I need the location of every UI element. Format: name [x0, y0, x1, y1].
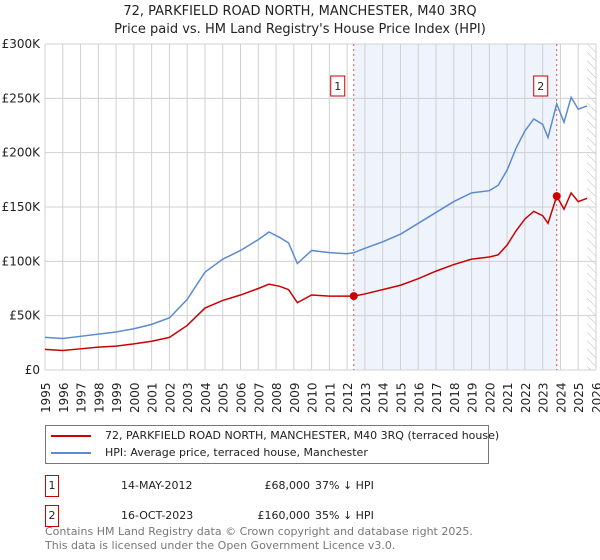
x-tick-label: 2023	[537, 382, 551, 413]
sale-point	[552, 192, 561, 201]
sale-label: 1	[334, 80, 341, 93]
sale-label-box	[533, 75, 549, 97]
x-tick-label: 1998	[92, 382, 106, 413]
sale-date: 16-OCT-2023	[121, 509, 194, 522]
sale-price: £68,000	[264, 479, 311, 492]
chart-title: 72, PARKFIELD ROAD NORTH, MANCHESTER, M4…	[123, 4, 477, 19]
y-tick-label: £0	[25, 363, 40, 377]
legend-item-hpi: HPI: Average price, terraced house, Manc…	[46, 445, 368, 461]
sale-point	[349, 292, 358, 301]
sale-label-box	[330, 75, 346, 97]
x-tick-label: 2013	[359, 382, 373, 413]
x-tick-label: 2008	[270, 382, 284, 413]
sale-label: 2	[537, 80, 544, 93]
legend-swatch-blue	[51, 452, 91, 454]
y-tick-label: £50K	[9, 309, 41, 323]
x-tick-label: 2026	[590, 382, 600, 413]
x-tick-label: 1996	[57, 382, 71, 413]
x-tick-label: 2014	[377, 382, 391, 413]
sale-row: 1 14-MAY-2012 £68,000 37% ↓ HPI	[45, 475, 445, 497]
x-tick-label: 2003	[181, 382, 195, 413]
x-tick-label: 2000	[128, 382, 142, 413]
y-tick-label: £250K	[2, 91, 42, 105]
x-tick-label: 2006	[235, 382, 249, 413]
x-tick-label: 2011	[323, 382, 337, 413]
sale-date: 14-MAY-2012	[121, 479, 193, 492]
x-tick-label: 2010	[306, 382, 320, 413]
y-tick-label: £100K	[2, 254, 42, 268]
sale-price: £160,000	[257, 509, 311, 522]
x-tick-label: 2025	[572, 382, 586, 413]
x-tick-label: 2015	[394, 382, 408, 413]
x-tick-label: 2002	[163, 382, 177, 413]
y-tick-label: £150K	[2, 200, 42, 214]
series-line	[44, 95, 588, 340]
x-tick-label: 2016	[412, 382, 426, 413]
x-tick-label: 2024	[554, 382, 568, 413]
sale-hpi-diff: 35% ↓ HPI	[315, 509, 374, 522]
x-tick-label: 2005	[217, 382, 231, 413]
footer: Contains HM Land Registry data © Crown c…	[45, 525, 473, 553]
x-tick-label: 1999	[110, 382, 124, 413]
sale-row: 2 16-OCT-2023 £160,000 35% ↓ HPI	[45, 505, 445, 527]
x-tick-label: 1997	[75, 382, 89, 413]
sale-badge: 2	[45, 505, 59, 527]
legend-label: HPI: Average price, terraced house, Manc…	[105, 446, 368, 459]
footer-line: This data is licensed under the Open Gov…	[45, 539, 396, 552]
x-tick-label: 2017	[430, 382, 444, 413]
chart-subtitle: Price paid vs. HM Land Registry's House …	[114, 22, 486, 37]
plot-area: 1995 1996 1997 1998 1999 2000 2001 2002 2003 2004…	[2, 37, 600, 413]
legend: 72, PARKFIELD ROAD NORTH, MANCHESTER, M4…	[45, 425, 499, 464]
x-tick-label: 2021	[501, 382, 515, 413]
x-tick-label: 2004	[199, 382, 213, 413]
legend-swatch-red	[51, 435, 91, 437]
sale-badge: 1	[45, 475, 59, 497]
legend-item-property: 72, PARKFIELD ROAD NORTH, MANCHESTER, M4…	[46, 428, 499, 444]
x-tick-label: 2007	[252, 382, 266, 413]
x-tick-label: 2019	[466, 382, 480, 413]
x-tick-label: 2020	[483, 382, 497, 413]
x-tick-label: 2022	[519, 382, 533, 413]
y-tick-label: £300K	[2, 37, 42, 51]
sale-hpi-diff: 37% ↓ HPI	[315, 479, 374, 492]
x-tick-label: 2009	[288, 382, 302, 413]
y-tick-label: £200K	[2, 146, 42, 160]
x-tick-label: 2012	[341, 382, 355, 413]
legend-label: 72, PARKFIELD ROAD NORTH, MANCHESTER, M4…	[105, 429, 500, 442]
footer-line: Contains HM Land Registry data © Crown c…	[45, 525, 473, 538]
x-tick-label: 2018	[448, 382, 462, 413]
x-tick-label: 1995	[39, 382, 53, 413]
x-tick-label: 2001	[146, 382, 160, 413]
